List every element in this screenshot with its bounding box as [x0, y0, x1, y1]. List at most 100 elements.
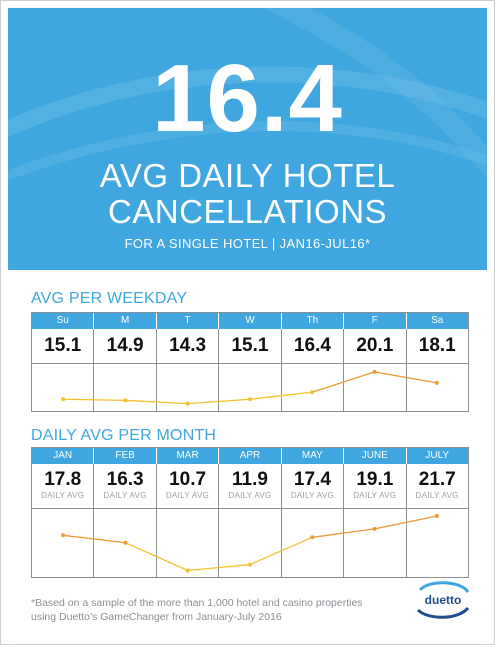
data-point [248, 562, 252, 567]
data-label: 11.9 [232, 469, 268, 490]
data-label: 17.8 [44, 469, 82, 490]
category-label: Th [282, 313, 345, 329]
month-separator [32, 508, 468, 509]
value-sublabel: DAILY AVG [228, 491, 272, 500]
category-label: MAR [157, 448, 220, 464]
data-point [185, 401, 190, 406]
data-point [372, 526, 377, 531]
value-cell: 20.1 [344, 329, 407, 363]
value-cell: 17.8 DAILY AVG [32, 464, 95, 508]
headline-subtitle: FOR A SINGLE HOTEL | JAN16-JUL16* [124, 236, 371, 251]
data-label: 16.4 [293, 335, 331, 356]
swoosh-decoration [8, 8, 487, 181]
plot-column [282, 509, 345, 577]
data-label: 14.3 [169, 335, 207, 356]
data-label: 15.1 [231, 335, 269, 356]
category-label: Sa [431, 315, 444, 326]
data-point [434, 513, 439, 518]
category-label: T [157, 313, 220, 329]
data-point [248, 397, 252, 402]
data-point [185, 568, 190, 573]
month-section-title: DAILY AVG PER MONTH [31, 427, 217, 444]
category-label: Su [32, 313, 95, 329]
value-cell: 16.4 [282, 329, 345, 363]
value-cell: 10.7 DAILY AVG [157, 464, 220, 508]
weekday-separator [32, 363, 468, 364]
category-label: JAN [32, 448, 95, 464]
value-cell: 11.9 DAILY AVG [219, 464, 282, 508]
weekday-line-chart [61, 369, 439, 406]
headline-title-line1: AVG DAILY HOTEL [99, 157, 396, 194]
headline-title: AVG DAILY HOTEL CANCELLATIONS [8, 158, 487, 230]
series-line-segment [125, 542, 188, 572]
plot-column [219, 509, 282, 577]
value-cell: 15.1 [219, 329, 282, 363]
logo-text: duetto [425, 593, 462, 607]
series-line-segment [63, 398, 126, 401]
plot-column [157, 364, 220, 411]
hero-banner: 16.4 AVG DAILY HOTEL CANCELLATIONS FOR A… [8, 8, 487, 270]
series-line-segment [374, 371, 437, 384]
value-cell: 17.4 DAILY AVG [282, 464, 345, 508]
category-label: MAY [282, 448, 345, 464]
plot-column [32, 364, 95, 411]
plot-column [32, 509, 95, 577]
category-label: M [94, 313, 157, 329]
data-point [61, 533, 66, 538]
data-point [434, 380, 439, 385]
series-line-segment [312, 371, 375, 393]
value-sublabel: DAILY AVG [353, 491, 397, 500]
month-plot-columns [32, 509, 468, 577]
series-line-segment [125, 399, 188, 405]
month-header-row: JAN FEB MAR APR MAY JUNE JULY [32, 448, 468, 464]
month-line-chart [61, 513, 439, 573]
data-label: 21.7 [418, 469, 456, 490]
plot-column [219, 364, 282, 411]
value-cell: 16.3 DAILY AVG [94, 464, 157, 508]
plot-column [157, 509, 220, 577]
weekday-table: Su M T W Th F Sa 15.1 14.9 14.3 15.1 16.4 20.1 18.1 [31, 312, 469, 412]
value-cell: 15.1 [32, 329, 95, 363]
value-cell: 19.1 DAILY AVG [344, 464, 407, 508]
data-point [372, 369, 377, 374]
plot-column [94, 364, 157, 411]
data-point [61, 397, 66, 402]
value-cell: 14.3 [157, 329, 220, 363]
data-label: 10.7 [169, 469, 207, 490]
series-line-segment [249, 536, 313, 566]
series-line-segment [374, 515, 437, 530]
plot-column [282, 364, 345, 411]
category-label: JULY [425, 450, 450, 461]
duetto-logo-icon: duetto [416, 581, 470, 619]
category-label: F [344, 313, 407, 329]
data-point [310, 390, 315, 395]
weekday-plot-columns [32, 364, 468, 411]
weekday-section-title: AVG PER WEEKDAY [31, 290, 188, 307]
value-sublabel: DAILY AVG [103, 491, 147, 500]
month-value-row: 17.8 DAILY AVG 16.3 DAILY AVG 10.7 DAILY AVG 1… [32, 464, 468, 508]
data-label: 20.1 [356, 335, 394, 356]
value-sublabel: DAILY AVG [165, 491, 210, 500]
category-label: W [219, 313, 282, 329]
series-line-segment [63, 534, 126, 544]
data-label: 14.9 [106, 335, 144, 356]
data-label: 17.4 [293, 469, 331, 490]
category-label: JUNE [344, 448, 407, 464]
headline-title-line2: CANCELLATIONS [107, 193, 388, 230]
weekday-value-row: 15.1 14.9 14.3 15.1 16.4 20.1 18.1 [32, 329, 468, 363]
footnote-line2: using Duetto’s GameChanger from January-… [31, 611, 282, 623]
data-point [123, 398, 128, 403]
series-line-segment [187, 398, 251, 405]
data-label: 16.3 [106, 469, 144, 490]
month-table: JAN FEB MAR APR MAY JUNE JULY 17.8 DAILY AVG 16.… [31, 447, 469, 578]
data-label: 18.1 [418, 335, 456, 356]
series-line-segment [312, 528, 375, 538]
data-point [123, 540, 128, 545]
weekday-header-row: Su M T W Th F Sa [32, 313, 468, 329]
data-label: 15.1 [44, 335, 82, 356]
data-label: 19.1 [356, 469, 394, 490]
value-sublabel: DAILY AVG [41, 491, 85, 500]
value-cell: 21.7 DAILY AVG [407, 464, 468, 508]
series-line-segment [249, 391, 313, 400]
category-label: FEB [94, 448, 157, 464]
